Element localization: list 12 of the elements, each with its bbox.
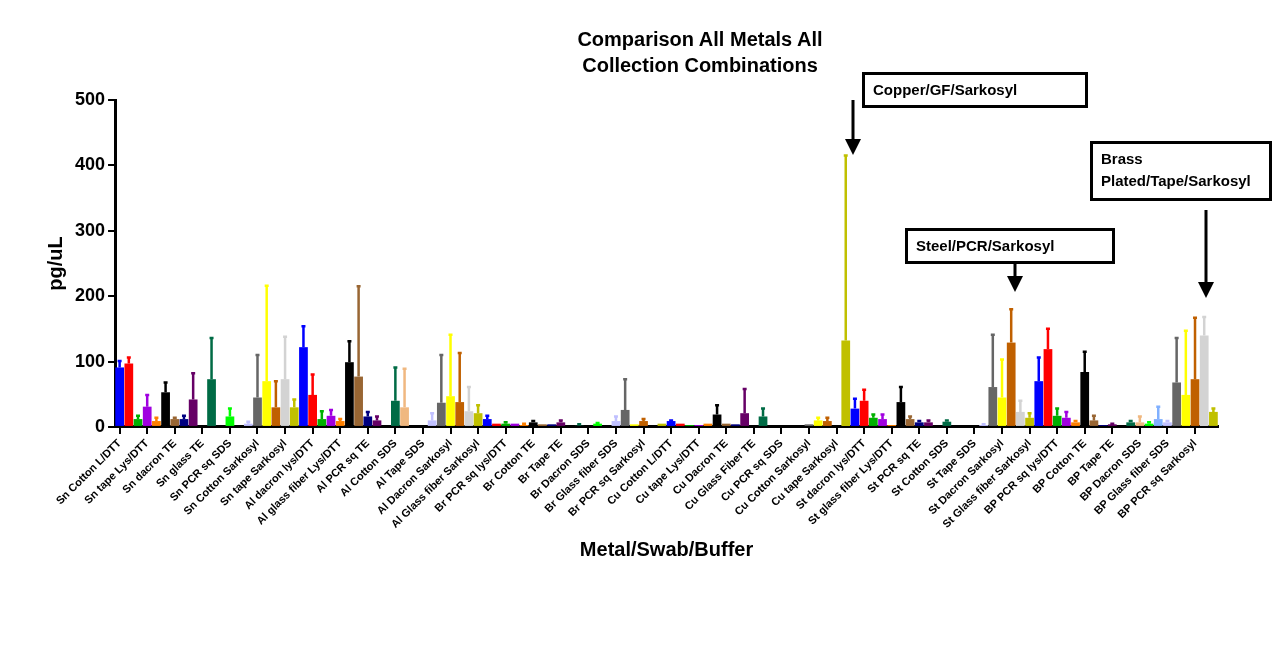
x-axis-title: Metal/Swab/Buffer: [579, 537, 754, 560]
chart-title: Comparison All Metals All Collection Combinations: [576, 27, 824, 78]
y-tick-label: 300: [74, 219, 106, 240]
y-tick-label: 100: [74, 350, 106, 371]
annotation: Steel/PCR/Sarkosyl: [905, 228, 1115, 264]
y-tick-label: 400: [74, 154, 106, 175]
y-tick-label: 0: [95, 415, 106, 436]
y-tick-label: 200: [74, 285, 106, 306]
y-axis-title: pg/uL: [43, 236, 66, 291]
text: Copper/GF/Sarkosyl: [862, 72, 1088, 108]
y-tick-label: 500: [74, 88, 106, 109]
annotation: Brass Plated/Tape/Sarkosyl: [1090, 141, 1272, 201]
